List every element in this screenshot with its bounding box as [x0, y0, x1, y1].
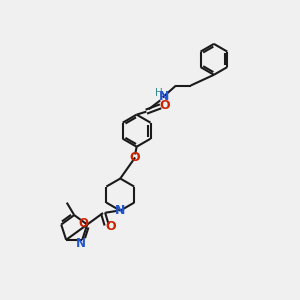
Text: N: N	[159, 90, 169, 103]
Text: O: O	[130, 151, 140, 164]
Text: O: O	[78, 217, 88, 230]
Text: N: N	[76, 237, 86, 250]
Text: O: O	[159, 99, 170, 112]
Text: N: N	[115, 204, 125, 218]
Text: H: H	[155, 88, 163, 98]
Text: O: O	[105, 220, 116, 233]
